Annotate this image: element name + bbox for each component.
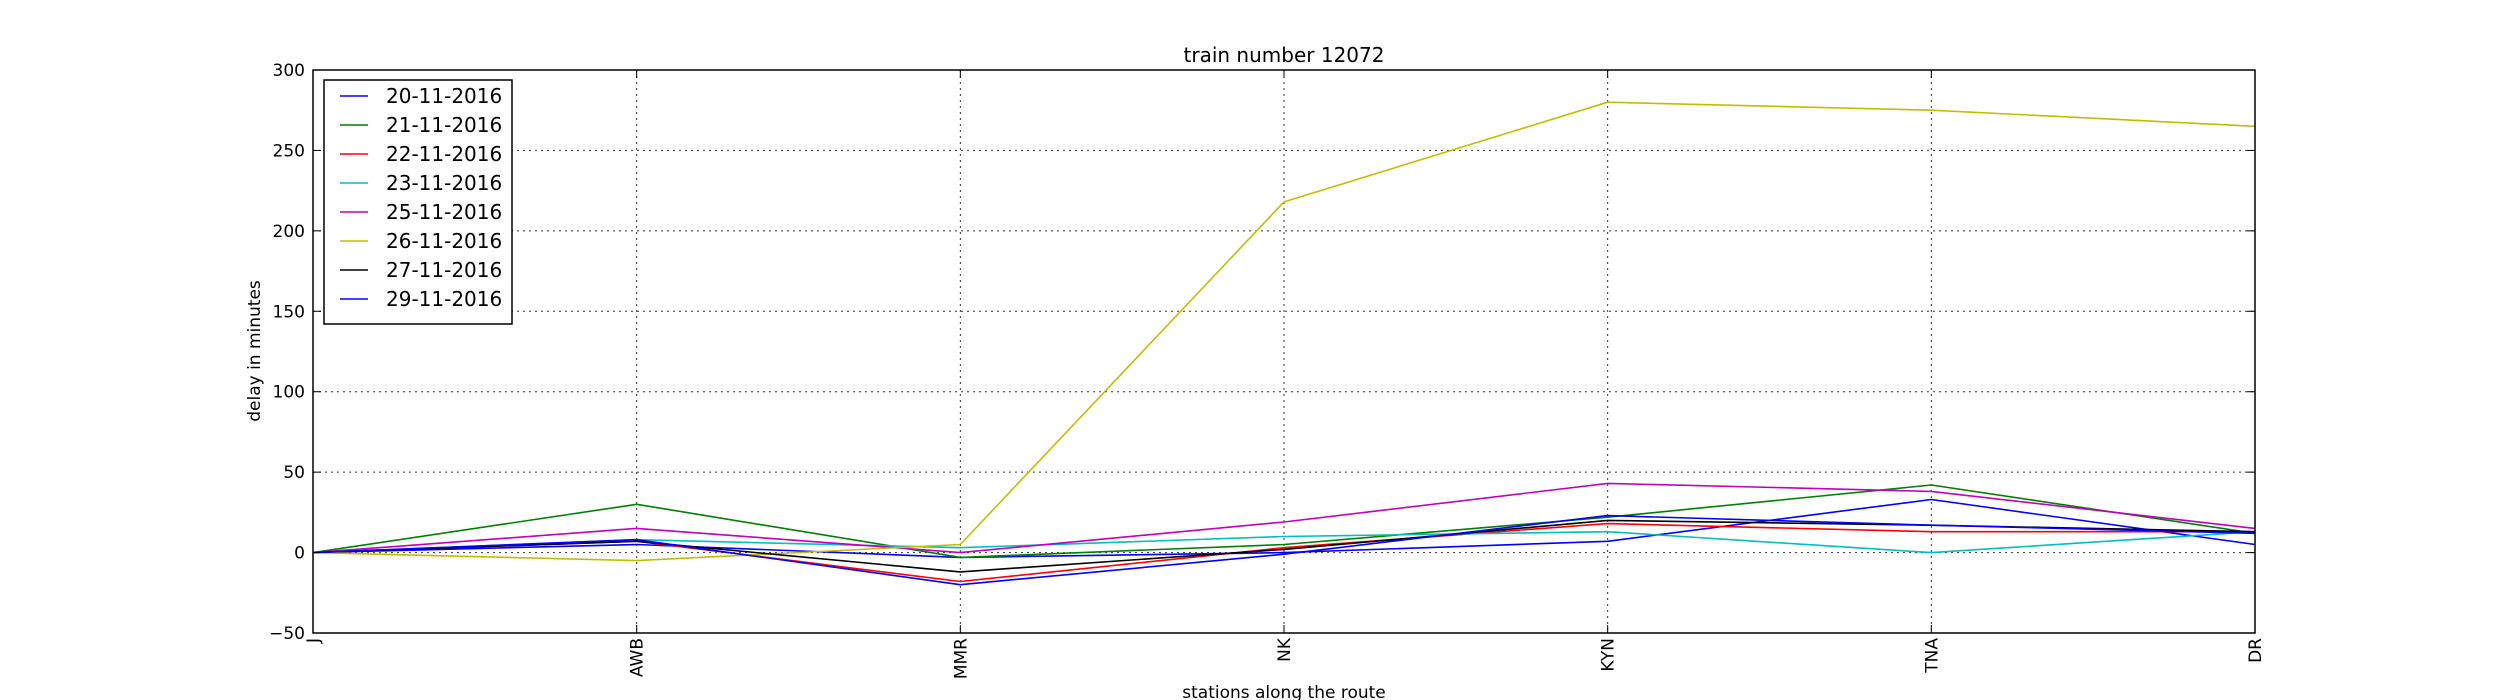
legend-label: 22-11-2016 bbox=[386, 142, 502, 166]
x-tick-label: KYN bbox=[1599, 638, 1619, 672]
y-tick-label: 100 bbox=[273, 383, 305, 403]
legend-label: 27-11-2016 bbox=[386, 258, 502, 282]
x-tick-label: DR bbox=[2246, 638, 2266, 663]
x-axis-title: stations along the route bbox=[1182, 683, 1386, 700]
legend-label: 21-11-2016 bbox=[386, 113, 502, 137]
legend-label: 23-11-2016 bbox=[386, 171, 502, 195]
x-tick-label: MMR bbox=[951, 638, 971, 679]
x-tick-label: NK bbox=[1275, 637, 1295, 662]
x-tick-label: AWB bbox=[628, 638, 648, 677]
legend-label: 29-11-2016 bbox=[386, 287, 502, 311]
y-tick-label: 150 bbox=[273, 302, 305, 322]
legend-box bbox=[323, 79, 513, 325]
series-line bbox=[312, 484, 2256, 559]
series-line bbox=[312, 101, 2256, 562]
series-line bbox=[312, 482, 2256, 554]
y-tick-label: 250 bbox=[273, 141, 305, 161]
legend-label: 20-11-2016 bbox=[386, 84, 502, 108]
legend: 20-11-2016 21-11-2016 22-11-2016 23-11-2016… bbox=[323, 79, 513, 325]
y-axis-title: delay in minutes bbox=[245, 280, 265, 422]
legend-label: 26-11-2016 bbox=[386, 229, 502, 253]
y-axis-ticks: −50 0 50 100 150 200 250 300 bbox=[269, 61, 2255, 644]
y-tick-label: −50 bbox=[269, 624, 305, 644]
y-tick-label: 200 bbox=[273, 222, 305, 242]
y-tick-label: 50 bbox=[283, 463, 305, 483]
x-tick-label: TNA bbox=[1922, 638, 1942, 674]
y-tick-label: 300 bbox=[273, 61, 305, 81]
x-tick-label: J bbox=[304, 638, 324, 644]
series-line bbox=[312, 514, 2256, 586]
chart-title: train number 12072 bbox=[1184, 43, 1385, 67]
series-lines bbox=[312, 101, 2256, 586]
x-axis-ticks: J AWB MMR NK KYN TNA DR bbox=[304, 70, 2266, 679]
series-line bbox=[312, 498, 2256, 559]
legend-label: 25-11-2016 bbox=[386, 200, 502, 224]
y-tick-label: 0 bbox=[294, 544, 305, 564]
